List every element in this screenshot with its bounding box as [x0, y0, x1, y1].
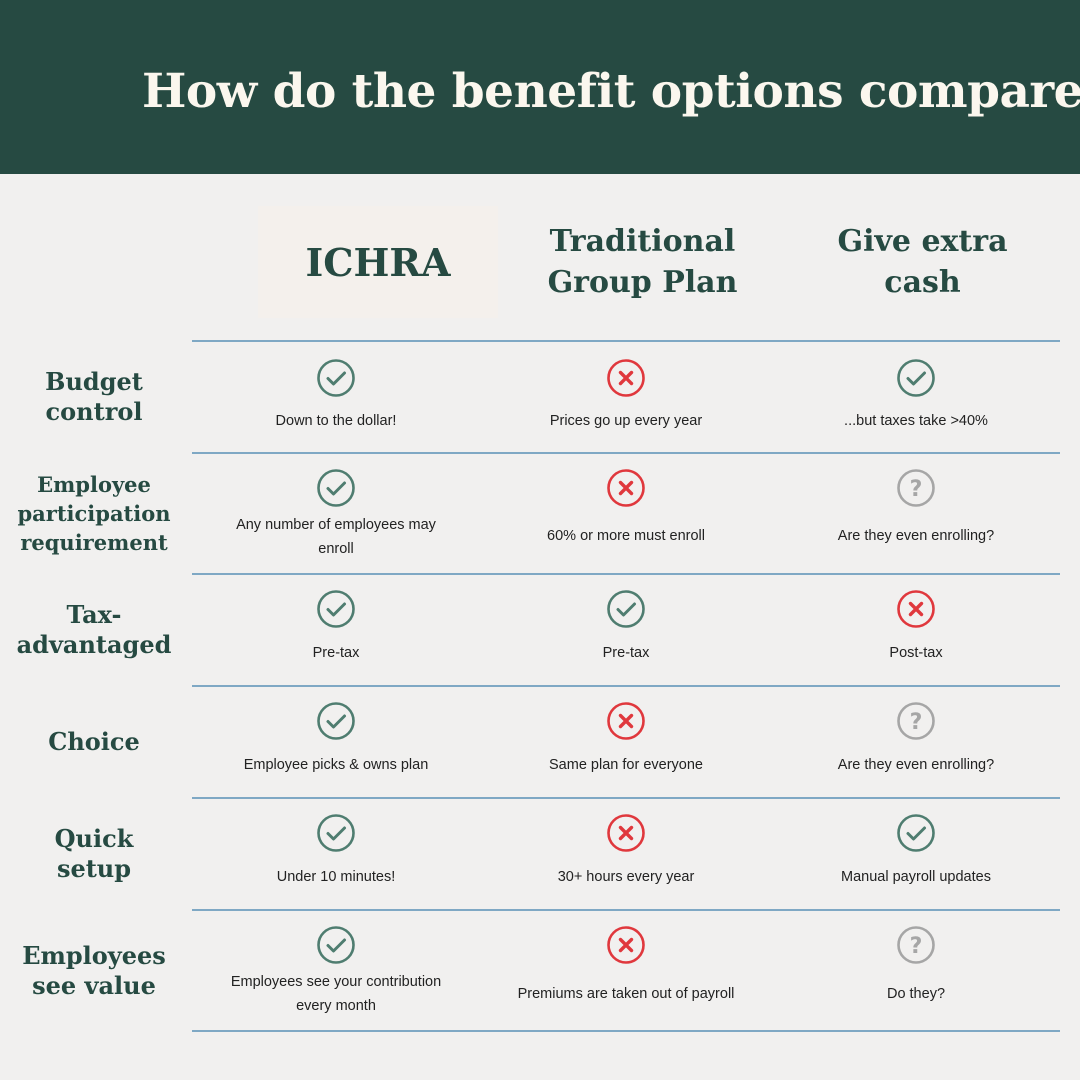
check-icon: [316, 813, 356, 853]
divider-line: [192, 685, 1060, 687]
cell-description: 30+ hours every year: [557, 869, 695, 885]
row-label: Budget control: [45, 367, 143, 426]
x-icon: [606, 468, 646, 508]
column-header-ichra: ICHRA: [258, 206, 498, 318]
x-icon: [606, 701, 646, 741]
svg-text:?: ?: [910, 710, 923, 735]
check-icon: [316, 589, 356, 629]
table-cell: Employees see your contribution every mon…: [206, 911, 466, 1030]
check-icon: [316, 925, 356, 965]
header-banner: How do the benefit options compare?: [0, 0, 1080, 174]
x-icon: [606, 925, 646, 965]
row-label: Tax-advantaged: [16, 600, 172, 659]
svg-text:?: ?: [910, 934, 923, 959]
cell-description: Pre-tax: [602, 645, 650, 661]
check-icon: [896, 813, 936, 853]
cell-description: enroll: [318, 541, 354, 557]
table-cell: Pre-tax: [496, 575, 756, 685]
table-row: Employees see value Employees see your con…: [0, 911, 1080, 1030]
divider-line: [192, 797, 1060, 799]
column-header-give-extra-cash: Give extra cash: [837, 224, 1008, 300]
table-cell: Employee picks & owns plan: [206, 687, 466, 797]
x-icon: [606, 813, 646, 853]
cell-description: Employees see your contribution: [230, 974, 442, 990]
table-cell: Manual payroll updates: [786, 799, 1046, 909]
cell-description: Prices go up every year: [549, 413, 703, 429]
column-header-traditional-group-plan: Traditional Group Plan: [547, 224, 738, 300]
x-icon: [606, 358, 646, 398]
cell-description: ...but taxes take >40%: [844, 413, 988, 429]
cell-description: Manual payroll updates: [841, 869, 991, 885]
table-cell: Prices go up every year: [496, 342, 756, 452]
table-cell: Any number of employees may enroll: [206, 454, 466, 573]
row-label: Quick setup: [54, 824, 134, 883]
cell-description: Do they?: [886, 986, 946, 1002]
table-cell: Under 10 minutes!: [206, 799, 466, 909]
divider-line: [192, 1030, 1060, 1032]
divider-line: [192, 909, 1060, 911]
cell-description: Same plan for everyone: [549, 757, 703, 773]
cell-description: 60% or more must enroll: [547, 528, 705, 544]
table-row: Choice Employee picks & owns plan Same pla…: [0, 687, 1080, 797]
table-cell: Pre-tax: [206, 575, 466, 685]
cell-description: Are they even enrolling?: [837, 757, 995, 773]
check-icon: [896, 358, 936, 398]
table-cell: 60% or more must enroll: [496, 454, 756, 573]
table-row: Budget control Down to the dollar! Prices g…: [0, 342, 1080, 452]
table-cell: Down to the dollar!: [206, 342, 466, 452]
row-label: Employee participation requirement: [17, 472, 171, 555]
table-cell: Same plan for everyone: [496, 687, 756, 797]
divider-line: [192, 340, 1060, 342]
cell-description: Post-tax: [889, 645, 943, 661]
cell-description: Premiums are taken out of payroll: [517, 986, 735, 1002]
row-label: Choice: [48, 727, 140, 756]
row-label: Employees see value: [22, 940, 166, 1000]
table-cell: ...but taxes take >40%: [786, 342, 1046, 452]
check-icon: [316, 701, 356, 741]
table-cell: ? Do they?: [786, 911, 1046, 1030]
table-cell: ? Are they even enrolling?: [786, 687, 1046, 797]
table-cell: 30+ hours every year: [496, 799, 756, 909]
question-icon: ?: [896, 468, 936, 508]
table-cell: ? Are they even enrolling?: [786, 454, 1046, 573]
cell-description: every month: [296, 998, 376, 1014]
svg-text:?: ?: [910, 477, 923, 502]
table-cell: Post-tax: [786, 575, 1046, 685]
table-cell: Premiums are taken out of payroll: [496, 911, 756, 1030]
page-title: How do the benefit options compare?: [142, 64, 1080, 119]
question-icon: ?: [896, 925, 936, 965]
cell-description: Under 10 minutes!: [276, 869, 396, 885]
cell-description: Down to the dollar!: [275, 413, 397, 429]
divider-line: [192, 452, 1060, 454]
cell-description: Employee picks & owns plan: [243, 757, 429, 773]
check-icon: [606, 589, 646, 629]
table-row: Tax-advantaged Pre-tax Pre-tax Post-tax: [0, 575, 1080, 685]
table-row: Quick setup Under 10 minutes! 30+ hours eve…: [0, 799, 1080, 909]
question-icon: ?: [896, 701, 936, 741]
check-icon: [316, 358, 356, 398]
divider-line: [192, 573, 1060, 575]
cell-description: Any number of employees may: [236, 517, 436, 533]
table-row: Employee participation requirement Any numb…: [0, 454, 1080, 573]
cell-description: Are they even enrolling?: [837, 528, 995, 544]
cell-description: Pre-tax: [312, 645, 360, 661]
x-icon: [896, 589, 936, 629]
check-icon: [316, 468, 356, 508]
